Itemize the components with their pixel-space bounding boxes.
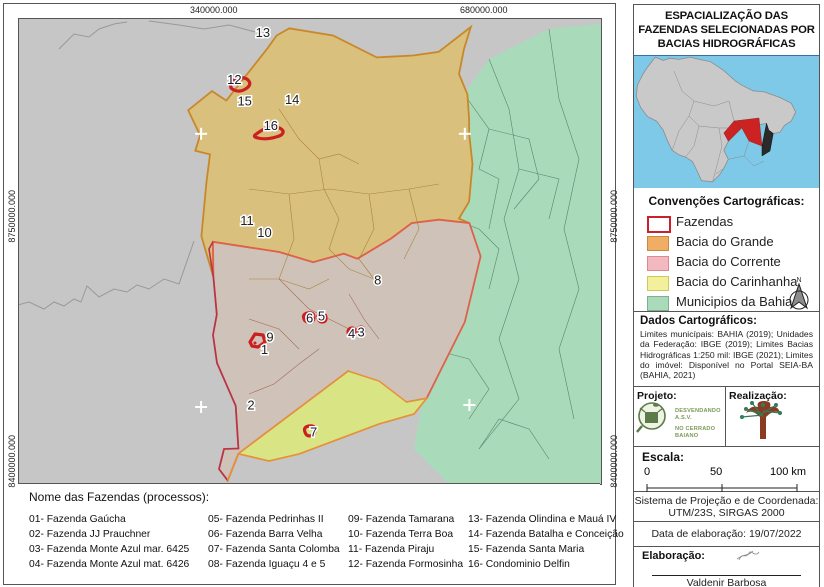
svg-text:4: 4 [348, 326, 355, 341]
svg-text:8: 8 [374, 272, 381, 287]
svg-text:12: 12 [227, 72, 241, 87]
svg-text:15: 15 [237, 93, 251, 108]
svg-text:5: 5 [318, 309, 325, 324]
svg-text:6: 6 [306, 310, 313, 325]
svg-text:11: 11 [240, 213, 254, 228]
svg-text:16: 16 [264, 118, 278, 133]
svg-text:14: 14 [285, 92, 299, 107]
svg-text:NO CERRADO: NO CERRADO [675, 426, 716, 432]
svg-text:10: 10 [257, 225, 271, 240]
svg-text:BAIANO: BAIANO [675, 433, 699, 439]
svg-text:7: 7 [310, 424, 317, 439]
svg-text:A.S.V.: A.S.V. [675, 415, 692, 421]
svg-text:1: 1 [261, 342, 268, 357]
svg-text:2: 2 [247, 397, 254, 412]
svg-text:DESVENDANDO AS: DESVENDANDO AS [675, 408, 722, 414]
svg-text:13: 13 [256, 25, 270, 40]
svg-text:3: 3 [357, 325, 364, 340]
